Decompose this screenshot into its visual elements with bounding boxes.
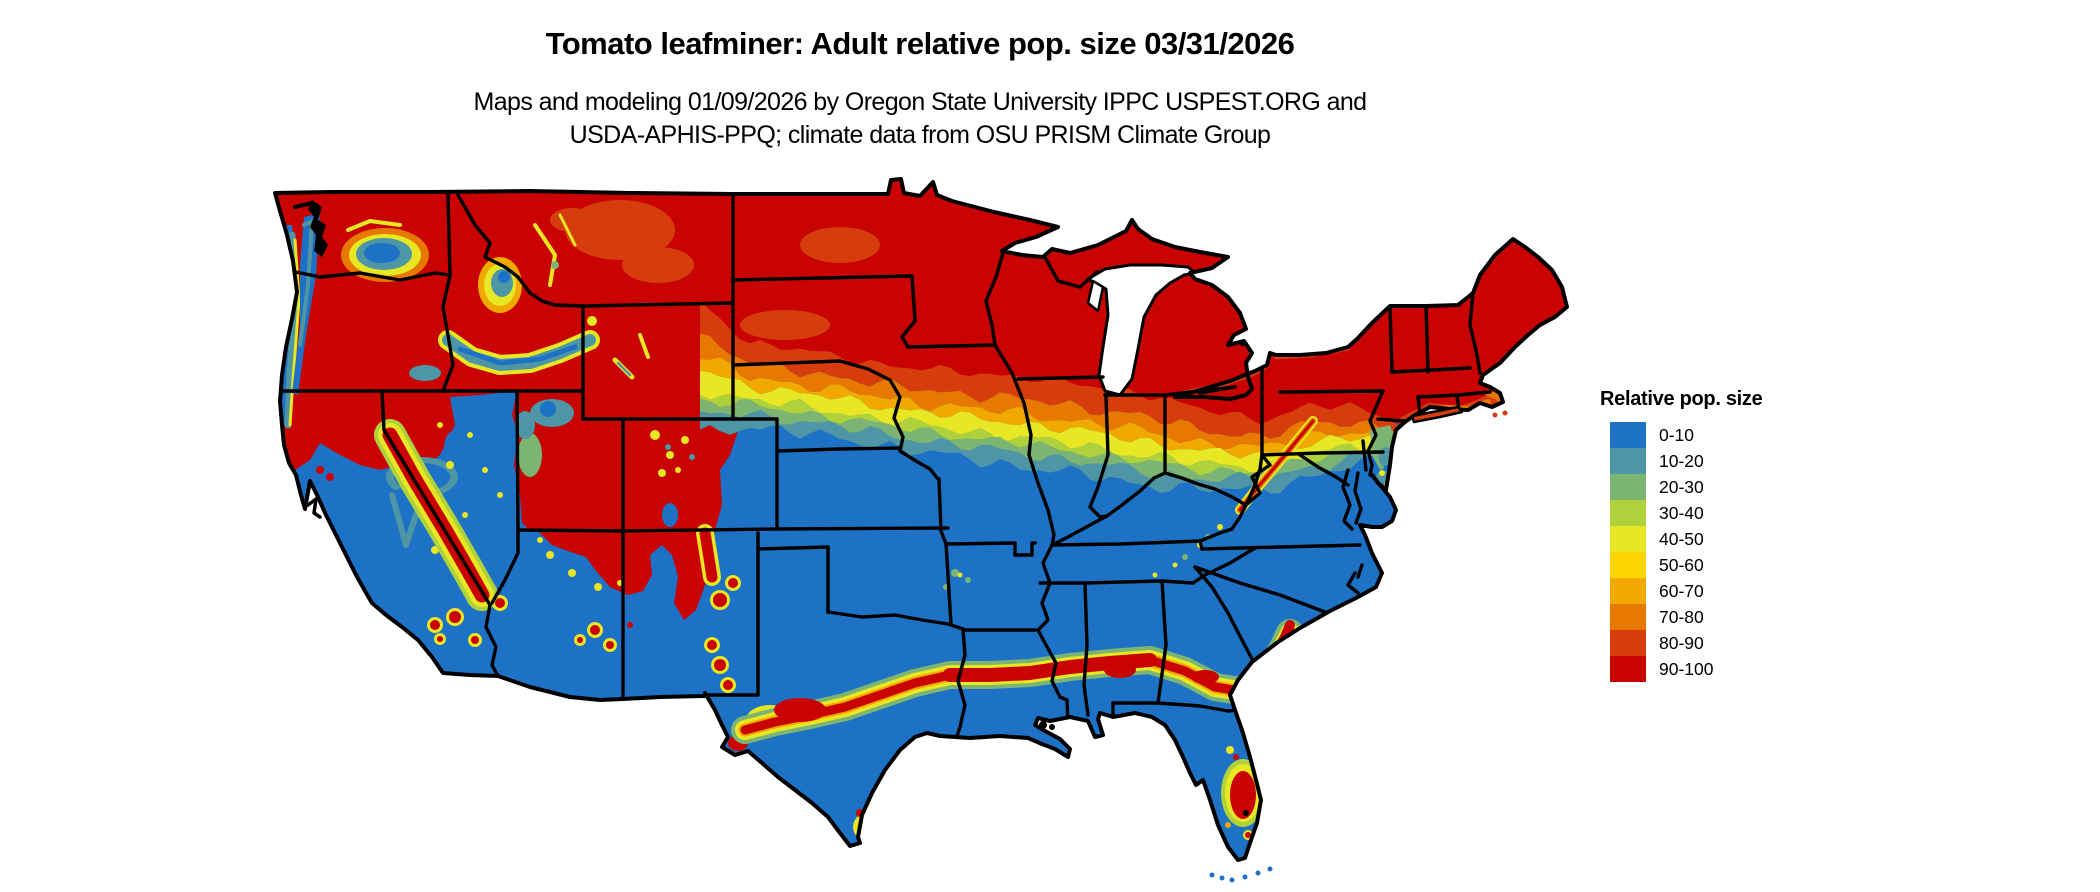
legend-item: 30-40 xyxy=(1598,500,1762,526)
legend-label: 80-90 xyxy=(1659,632,1704,653)
legend-item: 60-70 xyxy=(1598,578,1762,604)
subtitle-line-2: USDA-APHIS-PPQ; climate data from OSU PR… xyxy=(569,121,1271,149)
map-title: Tomato leafminer: Adult relative pop. si… xyxy=(545,26,1295,61)
legend-label: 0-10 xyxy=(1659,424,1695,445)
legend-swatch xyxy=(1610,578,1646,604)
legend-title: Relative pop. size xyxy=(1600,388,1763,410)
subtitle-line-1: Maps and modeling 01/09/2026 by Oregon S… xyxy=(473,88,1368,116)
legend-label: 30-40 xyxy=(1659,502,1704,523)
legend-item: 50-60 xyxy=(1598,552,1762,578)
legend-items: 0-10 10-20 20-30 30-40 40-50 50-60 60-70 70-80 8… xyxy=(1598,422,1762,682)
legend: Relative pop. size 0-10 10-20 20-30 30-40 40… xyxy=(1598,388,1763,682)
legend-item: 80-90 xyxy=(1598,630,1762,656)
legend-swatch xyxy=(1610,552,1646,578)
legend-swatch xyxy=(1610,526,1646,552)
legend-label: 60-70 xyxy=(1659,580,1704,601)
map-subtitle: Maps and modeling 01/09/2026 by Oregon S… xyxy=(220,86,1620,152)
legend-item: 90-100 xyxy=(1598,656,1762,682)
legend-swatch xyxy=(1610,656,1646,682)
legend-label: 90-100 xyxy=(1659,658,1714,679)
legend-label: 40-50 xyxy=(1659,528,1704,549)
us-map xyxy=(200,125,1570,885)
legend-swatch xyxy=(1610,422,1646,448)
legend-item: 10-20 xyxy=(1598,448,1762,474)
legend-item: 40-50 xyxy=(1598,526,1762,552)
legend-swatch xyxy=(1610,500,1646,526)
legend-swatch xyxy=(1610,448,1646,474)
legend-swatch xyxy=(1610,474,1646,500)
us-map-svg xyxy=(273,177,1569,883)
state-borders xyxy=(280,192,1492,738)
legend-swatch xyxy=(1610,630,1646,656)
legend-swatch xyxy=(1610,604,1646,630)
legend-label: 70-80 xyxy=(1659,606,1704,627)
legend-item: 70-80 xyxy=(1598,604,1762,630)
legend-label: 10-20 xyxy=(1659,450,1704,471)
legend-label: 20-30 xyxy=(1659,476,1704,497)
legend-item: 0-10 xyxy=(1598,422,1762,448)
legend-label: 50-60 xyxy=(1659,554,1704,575)
legend-item: 20-30 xyxy=(1598,474,1762,500)
